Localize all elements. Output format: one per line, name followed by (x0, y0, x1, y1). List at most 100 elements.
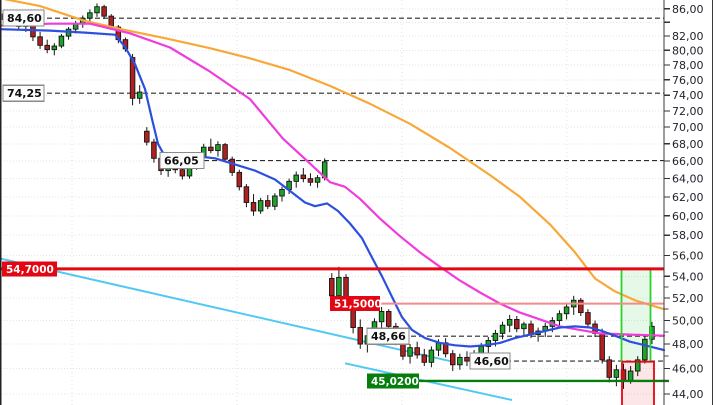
candle-down (265, 200, 271, 207)
candle-up (87, 12, 93, 19)
candle-down (357, 327, 364, 345)
candle-down (464, 356, 470, 362)
axis-tick-label: 60,00 (672, 210, 704, 223)
candle-up (627, 370, 634, 382)
candle-down (236, 171, 243, 188)
candle-down (606, 359, 613, 378)
candle-down (421, 354, 428, 363)
candle-down (514, 318, 520, 330)
trendlines (0, 257, 513, 401)
candle-up (378, 311, 385, 323)
zone-borders (620, 269, 655, 405)
candle-down (307, 178, 314, 183)
axis-tick-label: 48,00 (672, 338, 704, 351)
price-label-box[interactable] (469, 352, 511, 370)
candle-up (556, 313, 563, 322)
candle-up (506, 318, 513, 326)
candle-down (578, 299, 584, 314)
axis-tick-label: 74,00 (672, 89, 704, 102)
candle-down (300, 174, 307, 180)
candle-down (144, 130, 150, 143)
price-label-text: 46,60 (474, 355, 509, 368)
candle-down (329, 278, 335, 297)
candle-down (385, 311, 392, 327)
candle-up (257, 200, 264, 212)
axis-tick-label: 82,00 (672, 30, 704, 43)
axis-tick-label: 58,00 (672, 229, 704, 242)
axis-tick-label: 68,00 (672, 138, 704, 151)
price-label-box[interactable] (330, 296, 380, 312)
axis-tick-label: 46,00 (672, 363, 704, 376)
candle-up (563, 306, 570, 315)
candle-down (222, 144, 228, 160)
price-label-box[interactable] (2, 261, 57, 277)
axis-tick-label: 72,00 (672, 105, 704, 118)
candle-up (428, 349, 435, 363)
price-label-text: 74,25 (7, 87, 42, 100)
candle-down (414, 347, 420, 356)
candle-up (407, 347, 413, 357)
candle-up (272, 195, 278, 207)
candle-down (37, 36, 43, 46)
axis-tick-label: 76,00 (672, 74, 704, 87)
price-label-text: 51,5000 (334, 299, 382, 311)
candle-up (492, 332, 499, 341)
price-label-box[interactable] (367, 373, 419, 389)
axis-tick-label: 64,00 (672, 173, 704, 186)
axis-tick-label: 56,00 (672, 249, 704, 262)
candle-down (101, 6, 107, 17)
candle-up (293, 174, 299, 182)
candle-up (521, 323, 527, 330)
price-label-text: 84,60 (7, 12, 42, 25)
candle-down (129, 57, 136, 99)
candle-up (136, 91, 143, 99)
price-label-text: 54,7000 (6, 264, 54, 276)
axis-tick-label: 78,00 (672, 59, 704, 72)
candle-down (151, 141, 157, 159)
candle-down (449, 353, 456, 366)
axis-tick-label: 66,00 (672, 155, 704, 168)
candle-down (585, 312, 591, 325)
price-label-text: 45,0200 (371, 376, 419, 388)
candle-down (243, 186, 250, 203)
candle-up (499, 324, 506, 334)
candle-up (51, 45, 58, 51)
ma-mid-magenta (0, 22, 666, 337)
candle-down (44, 44, 50, 51)
moving-averages (0, 0, 666, 352)
ma-fast-blue (0, 28, 666, 352)
candles (1, 3, 655, 389)
candle-down (599, 332, 605, 361)
axis-tick-label: 62,00 (672, 191, 704, 204)
gridlines (1, 0, 664, 405)
candle-up (94, 6, 100, 14)
candle-up (279, 189, 285, 197)
axis-tick-label: 86,00 (672, 3, 704, 16)
candle-down (229, 158, 235, 173)
candle-up (336, 276, 342, 297)
axis-tick-label: 80,00 (672, 44, 704, 57)
axis-tick-label: 54,00 (672, 270, 704, 283)
axis-tick-label: 50,00 (672, 315, 704, 328)
candle-up (457, 356, 463, 366)
ma-slow-orange (3, 0, 666, 311)
candle-up (314, 177, 321, 183)
axis-tick-label: 70,00 (672, 121, 704, 134)
price-label-box[interactable] (366, 327, 410, 345)
downtrend-line-upper[interactable] (0, 257, 451, 363)
candle-down (208, 146, 214, 152)
axis-tick-label: 44,00 (672, 388, 704, 401)
trade-zones (621, 269, 654, 405)
candle-up (215, 144, 221, 152)
price-label-box[interactable] (159, 151, 205, 170)
marker-labels: 84,60 74,25 66,05 48,66 46,60 54,7000 51,5000 4… (2, 9, 511, 389)
price-label-box[interactable] (2, 84, 45, 102)
price-label-box[interactable] (2, 9, 45, 27)
price-label-text: 66,05 (164, 155, 199, 168)
candle-down (179, 169, 186, 177)
candle-up (634, 359, 641, 372)
candle-up (613, 369, 620, 378)
